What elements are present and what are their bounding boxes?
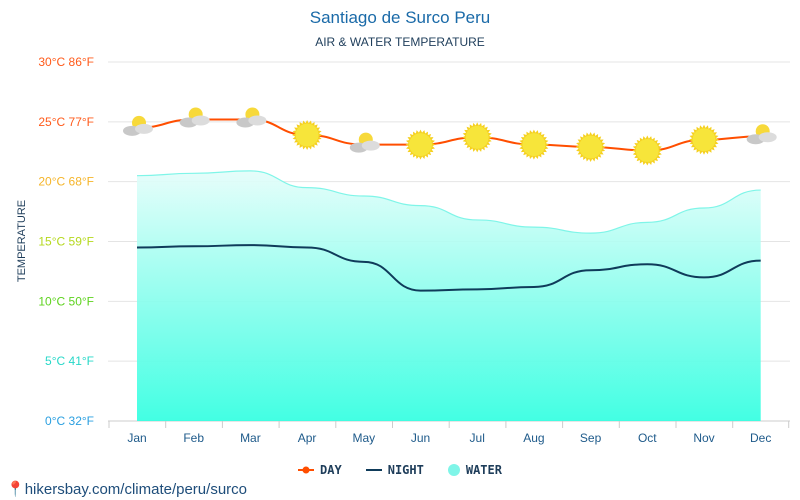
- sun-disc: [409, 133, 432, 157]
- x-tick-label: Apr: [298, 431, 317, 445]
- y-tick-label: 0°C 32°F: [45, 414, 94, 428]
- y-tick-label: 15°C 59°F: [38, 235, 94, 249]
- sun-disc: [295, 123, 319, 147]
- cloud: [248, 115, 267, 126]
- partly-cloudy-icon: [179, 107, 210, 128]
- chart-title: Santiago de Surco Peru: [309, 8, 491, 27]
- chart-area: 0°C 32°F 5°C 41°F 10°C 50°F 15°C 59°F 20°C 6…: [16, 55, 790, 445]
- sun-disc: [579, 135, 603, 159]
- legend-water-label: WATER: [465, 463, 502, 477]
- y-axis-label: TEMPERATURE: [16, 200, 28, 282]
- sun-disc: [635, 139, 659, 163]
- y-tick-label: 30°C 86°F: [38, 55, 94, 69]
- legend-day-label: DAY: [320, 463, 342, 477]
- sun-icon: [632, 135, 663, 166]
- y-tick-label: 20°C 68°F: [38, 175, 94, 189]
- x-tick-label: Jun: [411, 431, 430, 445]
- sun-icon: [462, 122, 493, 153]
- day-line: [136, 118, 761, 152]
- x-tick-label: Jul: [470, 431, 485, 445]
- cloud: [361, 140, 380, 151]
- sun-icon: [405, 129, 436, 160]
- legend-night[interactable]: NIGHT: [365, 463, 424, 477]
- y-tick-label: 25°C 77°F: [38, 115, 94, 129]
- water-line: [136, 170, 761, 234]
- footer-text: hikersbay.com/climate/peru/surco: [24, 481, 247, 498]
- x-tick-label: Jan: [127, 431, 146, 445]
- sun-disc: [692, 128, 716, 152]
- x-tick-label: Sep: [580, 431, 602, 445]
- x-tick-label: May: [352, 431, 375, 445]
- legend-night-label: NIGHT: [387, 463, 424, 477]
- y-tick-label: 5°C 41°F: [45, 354, 94, 368]
- sun-icon: [292, 119, 323, 150]
- x-tick-label: Feb: [183, 431, 204, 445]
- x-tick-label: Dec: [750, 431, 771, 445]
- partly-cloudy-icon: [123, 115, 153, 136]
- night-line: [136, 244, 761, 292]
- sun-disc: [465, 125, 489, 149]
- sun-icon: [689, 124, 719, 155]
- cloud: [191, 115, 210, 126]
- cloud: [135, 123, 153, 134]
- x-tick-label: Oct: [638, 431, 657, 445]
- partly-cloudy-icon: [236, 107, 267, 128]
- water-area: [137, 170, 761, 421]
- y-tick-label: 10°C 50°F: [38, 294, 94, 308]
- partly-cloudy-icon: [349, 132, 380, 153]
- cloud: [758, 132, 777, 143]
- chart-subtitle: AIR & WATER TEMPERATURE: [315, 35, 485, 49]
- legend-water[interactable]: WATER: [447, 463, 502, 477]
- x-tick-label: Nov: [693, 431, 714, 445]
- map-pin-icon: 📍: [6, 481, 25, 498]
- sun-disc: [522, 133, 546, 157]
- footer-link[interactable]: 📍hikersbay.com/climate/peru/surco: [6, 480, 247, 498]
- sun-icon: [518, 129, 549, 160]
- partly-cloudy-icon: [746, 124, 777, 145]
- x-tick-label: Mar: [240, 431, 261, 445]
- legend: DAY NIGHT WATER: [0, 463, 800, 477]
- x-tick-label: Aug: [523, 431, 544, 445]
- sun-icon: [575, 131, 606, 162]
- legend-day[interactable]: DAY: [298, 463, 342, 477]
